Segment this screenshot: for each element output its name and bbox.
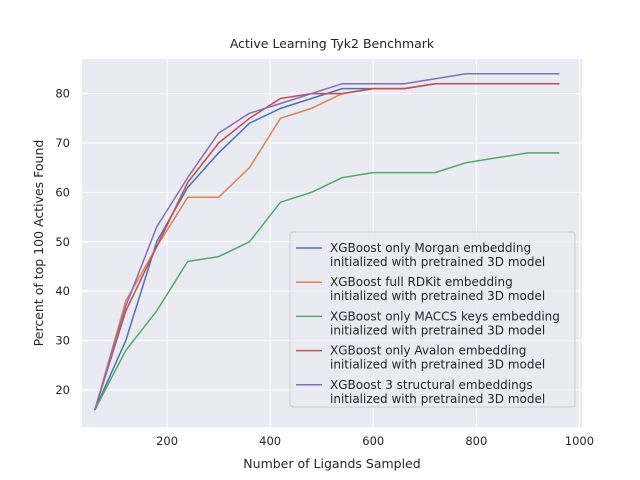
y-tick-label: 20: [55, 383, 70, 397]
legend-label-5-line2: initialized with pretrained 3D model: [330, 392, 545, 406]
series-lines: [94, 73, 560, 411]
series-line-5: [94, 73, 560, 411]
y-tick-label: 40: [55, 284, 70, 298]
x-tick-label: 1000: [565, 434, 594, 448]
y-tick-label: 60: [55, 185, 70, 199]
x-tick-label: 400: [259, 434, 281, 448]
y-tick-label: 30: [55, 334, 70, 348]
legend-label-3-line2: initialized with pretrained 3D model: [330, 323, 545, 337]
x-tick-label: 200: [156, 434, 178, 448]
legend: XGBoost only Morgan embeddinginitialized…: [289, 231, 576, 408]
y-tick-label: 80: [55, 87, 70, 101]
chart-title: Active Learning Tyk2 Benchmark: [230, 36, 435, 51]
legend-label-2-line2: initialized with pretrained 3D model: [330, 289, 545, 303]
x-tick-label: 600: [362, 434, 384, 448]
y-tick-label: 70: [55, 136, 70, 150]
legend-box: [289, 231, 576, 408]
series-line-3: [94, 152, 560, 411]
legend-label-1: XGBoost only Morgan embedding: [330, 241, 531, 255]
series-line-4: [94, 82, 560, 411]
tick-labels: 200 400 600 800 1000 20 30 40 50 60 70 80: [55, 87, 594, 448]
legend-label-2: XGBoost full RDKit embedding: [330, 275, 513, 289]
legend-label-4-line2: initialized with pretrained 3D model: [330, 358, 545, 372]
x-axis-label: Number of Ligands Sampled: [243, 456, 420, 471]
legend-label-5: XGBoost 3 structural embeddings: [330, 378, 533, 392]
x-tick-label: 800: [465, 434, 487, 448]
legend-label-1-line2: initialized with pretrained 3D model: [330, 255, 545, 269]
y-tick-label: 50: [55, 235, 70, 249]
legend-label-3: XGBoost only MACCS keys embedding: [330, 309, 560, 323]
legend-label-4: XGBoost only Avalon embedding: [330, 344, 526, 358]
y-axis-label: Percent of top 100 Actives Found: [31, 140, 46, 347]
